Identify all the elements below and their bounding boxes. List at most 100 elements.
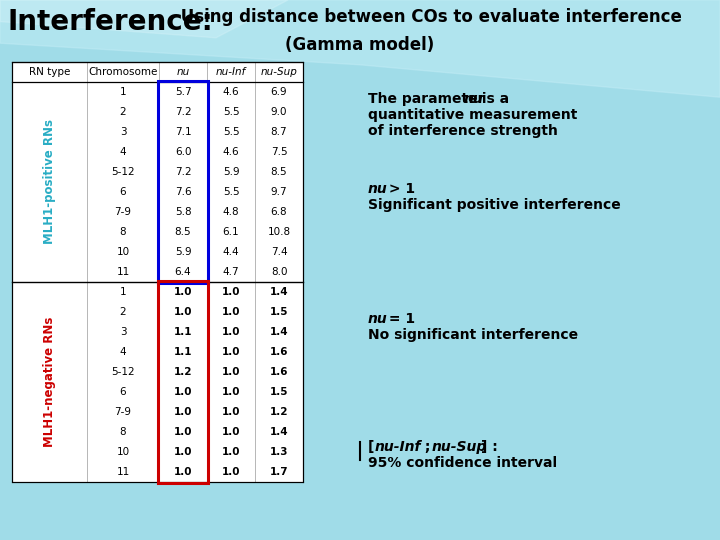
Bar [158, 81, 208, 283]
Text: 6.8: 6.8 [271, 207, 287, 217]
Text: nu: nu [464, 92, 484, 106]
Text: 1.0: 1.0 [222, 287, 240, 297]
Text: of interference strength: of interference strength [368, 124, 558, 138]
Text: 8.5: 8.5 [271, 167, 287, 177]
Text: 4: 4 [120, 347, 126, 357]
Text: 5.9: 5.9 [175, 247, 192, 257]
Text: 10: 10 [117, 247, 130, 257]
Text: (Gamma model): (Gamma model) [285, 36, 435, 54]
Text: 10.8: 10.8 [267, 227, 291, 237]
Text: Significant positive interference: Significant positive interference [368, 198, 621, 212]
Text: 1.0: 1.0 [222, 307, 240, 317]
Text: 1.2: 1.2 [174, 367, 192, 377]
Text: 1.0: 1.0 [222, 347, 240, 357]
Text: 1.0: 1.0 [222, 467, 240, 477]
Text: nu-Sup: nu-Sup [261, 67, 297, 77]
Text: 3: 3 [120, 127, 126, 137]
Text: 7.2: 7.2 [175, 107, 192, 117]
Text: 1.6: 1.6 [270, 347, 288, 357]
Text: No significant interference: No significant interference [368, 328, 578, 342]
Bar [12, 62, 303, 482]
Text: 4.6: 4.6 [222, 147, 239, 157]
Text: 4: 4 [120, 147, 126, 157]
Text: 6.9: 6.9 [271, 87, 287, 97]
Text: 5.7: 5.7 [175, 87, 192, 97]
Text: 7.4: 7.4 [271, 247, 287, 257]
Text: 1.0: 1.0 [174, 407, 192, 417]
Text: 1.7: 1.7 [270, 467, 288, 477]
Text: 1.5: 1.5 [270, 387, 288, 397]
Text: 8: 8 [120, 427, 126, 437]
Text: 7.1: 7.1 [175, 127, 192, 137]
Text: Interference:: Interference: [8, 8, 214, 36]
Text: Using distance between COs to evaluate interference: Using distance between COs to evaluate i… [175, 8, 682, 26]
Text: 5.8: 5.8 [175, 207, 192, 217]
Text: 8.7: 8.7 [271, 127, 287, 137]
Text: 3: 3 [120, 327, 126, 337]
Text: 1.4: 1.4 [270, 287, 288, 297]
Text: 10: 10 [117, 447, 130, 457]
Text: 7.5: 7.5 [271, 147, 287, 157]
Text: 6: 6 [120, 387, 126, 397]
Text: RN type: RN type [29, 67, 70, 77]
Text: [: [ [368, 440, 374, 454]
Text: 1.1: 1.1 [174, 347, 192, 357]
Text: 1.0: 1.0 [174, 427, 192, 437]
Text: 4.6: 4.6 [222, 87, 239, 97]
Text: 4.7: 4.7 [222, 267, 239, 277]
Text: 7.2: 7.2 [175, 167, 192, 177]
Text: The parameter: The parameter [368, 92, 490, 106]
Text: MLH1-positive RNs: MLH1-positive RNs [43, 119, 56, 245]
Text: 1.0: 1.0 [174, 467, 192, 477]
Text: quantitative measurement: quantitative measurement [368, 108, 577, 122]
Text: 5.9: 5.9 [222, 167, 239, 177]
Text: 95% confidence interval: 95% confidence interval [368, 456, 557, 470]
Text: ;: ; [420, 440, 436, 454]
Text: 6: 6 [120, 187, 126, 197]
Text: 2: 2 [120, 107, 126, 117]
Text: 4.8: 4.8 [222, 207, 239, 217]
Text: ] :: ] : [481, 440, 498, 454]
Text: 8.5: 8.5 [175, 227, 192, 237]
Text: MLH1-negative RNs: MLH1-negative RNs [43, 317, 56, 447]
Bar [158, 281, 208, 483]
Text: 1.3: 1.3 [270, 447, 288, 457]
Text: 8.0: 8.0 [271, 267, 287, 277]
Text: = 1: = 1 [384, 312, 415, 326]
Text: nu-Inf: nu-Inf [216, 67, 246, 77]
Text: 9.0: 9.0 [271, 107, 287, 117]
Text: 11: 11 [117, 467, 130, 477]
Text: 5.5: 5.5 [222, 187, 239, 197]
Text: 5-12: 5-12 [111, 367, 135, 377]
Text: 5.5: 5.5 [222, 127, 239, 137]
Text: 1.0: 1.0 [222, 427, 240, 437]
Text: nu: nu [176, 67, 189, 77]
Text: 1: 1 [120, 287, 126, 297]
Text: 1.2: 1.2 [270, 407, 288, 417]
Text: 1.0: 1.0 [222, 387, 240, 397]
Text: 1.0: 1.0 [222, 367, 240, 377]
Text: 1.0: 1.0 [222, 447, 240, 457]
Text: 1: 1 [120, 87, 126, 97]
Text: 11: 11 [117, 267, 130, 277]
Text: 6.4: 6.4 [175, 267, 192, 277]
Text: 1.6: 1.6 [270, 367, 288, 377]
Text: nu-Sup: nu-Sup [432, 440, 487, 454]
Text: 7-9: 7-9 [114, 407, 132, 417]
Text: 1.1: 1.1 [174, 327, 192, 337]
Text: 7-9: 7-9 [114, 207, 132, 217]
Text: is a: is a [477, 92, 509, 106]
Text: 1.0: 1.0 [222, 327, 240, 337]
Text: nu: nu [368, 312, 388, 326]
Text: nu: nu [368, 182, 388, 196]
Text: 2: 2 [120, 307, 126, 317]
Text: 8: 8 [120, 227, 126, 237]
Polygon shape [0, 0, 288, 38]
Text: 1.0: 1.0 [174, 307, 192, 317]
Text: 7.6: 7.6 [175, 187, 192, 197]
Text: 1.5: 1.5 [270, 307, 288, 317]
Text: Chromosome: Chromosome [89, 67, 158, 77]
Text: 1.0: 1.0 [174, 447, 192, 457]
Text: 1.4: 1.4 [270, 327, 288, 337]
Text: 1.0: 1.0 [174, 387, 192, 397]
